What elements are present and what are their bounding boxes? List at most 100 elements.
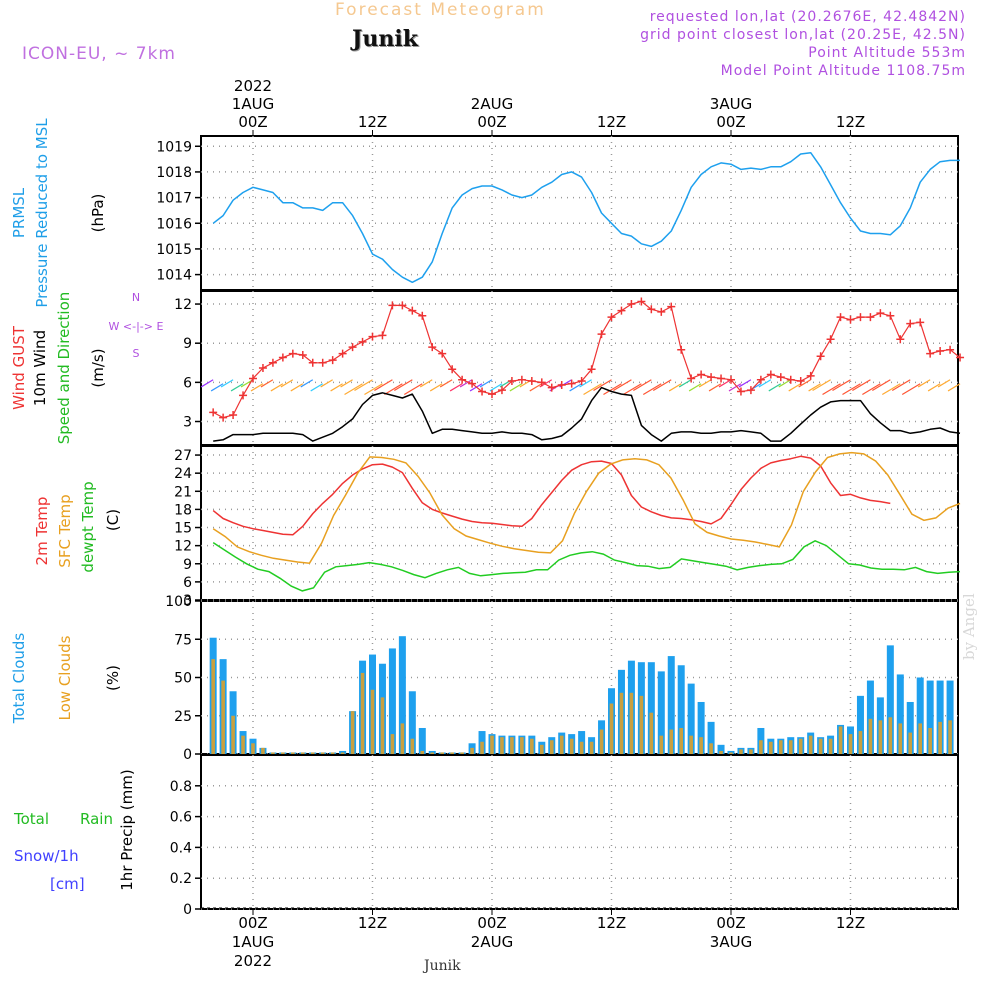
gust-marker [776, 373, 785, 382]
wind-direction-arrow [778, 379, 792, 388]
total-cloud-bar [687, 683, 695, 754]
low-cloud-bar [281, 752, 285, 754]
low-cloud-bar [211, 659, 215, 754]
low-cloud-bar [699, 737, 703, 754]
temp-sfc-label: SFC Temp [56, 494, 74, 567]
rain-label-total: Total [13, 810, 49, 828]
wind-direction-arrow [569, 383, 582, 392]
wind-direction-arrow [708, 383, 722, 392]
rain-label-rain: Rain [80, 810, 113, 828]
low-cloud-bar [390, 734, 395, 754]
gust-marker [209, 408, 218, 417]
gust-marker [368, 332, 377, 341]
low-cloud-bar [759, 740, 763, 754]
total-cloud-bar [906, 701, 914, 754]
low-cloud-bar [798, 738, 803, 754]
low-cloud-bar [769, 741, 773, 754]
wind-direction-arrow [891, 379, 911, 392]
y-tick-label: 3 [183, 593, 192, 609]
low-cloud-bar [569, 738, 574, 754]
chart-title: Forecast Meteogram [335, 0, 546, 20]
y-tick-label: 1015 [156, 242, 192, 258]
gridpoint-coordinates: grid point closest lon,lat (20.25E, 42.5… [640, 27, 966, 43]
gust-marker [497, 386, 506, 395]
y-tick-label: 24 [174, 466, 192, 482]
wind-direction-arrow [340, 379, 353, 388]
low-cloud-bar [500, 737, 504, 754]
gust-marker [328, 356, 337, 365]
total-cloud-bar [408, 691, 416, 754]
wind-direction-arrow [260, 379, 274, 388]
gust-marker [756, 375, 765, 384]
wind-direction-arrow [330, 383, 343, 392]
low-cloud-bar [320, 752, 325, 754]
gust-marker [707, 373, 716, 382]
wind-direction-arrow [439, 379, 453, 388]
wind-direction-arrow [344, 383, 363, 396]
wind-direction-arrow [768, 383, 782, 392]
panel-frame-5 [200, 754, 959, 910]
gust-label: Wind GUST [10, 325, 28, 410]
temp-dewpt-label: dewpt Temp [79, 481, 97, 572]
y-tick-label: 1016 [156, 216, 192, 232]
y-tick-label: 25 [174, 709, 192, 725]
wind-direction-arrow [320, 379, 333, 388]
gust-marker [587, 365, 596, 374]
wind-direction-arrow [220, 379, 234, 388]
gust-marker [886, 311, 895, 320]
y-tick-label: 6 [183, 575, 192, 591]
low-cloud-bar [828, 738, 833, 754]
gust-marker [557, 380, 566, 389]
y-tick-label: 9 [183, 336, 192, 352]
total-cloud-bar [926, 680, 934, 754]
bottom-year-label: 2022 [234, 952, 272, 970]
low-cloud-bar [530, 738, 534, 754]
gust-marker [537, 378, 546, 387]
total-cloud-bar [677, 665, 685, 754]
low-cloud-bar [938, 721, 942, 754]
wind-direction-arrow [788, 383, 802, 392]
low-cloud-bar [838, 726, 843, 754]
gust-marker [697, 370, 706, 379]
wind-direction-arrow [633, 379, 652, 392]
low-cloud-bar [291, 752, 295, 754]
low-cloud-bar [629, 692, 634, 754]
low-clouds-label: Low Clouds [56, 635, 74, 720]
gust-marker [288, 349, 297, 358]
gust-marker [786, 375, 795, 384]
low-cloud-bar [858, 731, 863, 754]
gust-marker [846, 315, 855, 324]
y-tick-label: 50 [174, 671, 192, 687]
wind-speed-line [213, 386, 961, 442]
wind-direction-arrow [583, 383, 602, 396]
y-tick-label: 0.8 [170, 779, 192, 795]
bottom-time-label: 00Z [238, 914, 267, 932]
gust-line [212, 300, 961, 419]
low-cloud-bar [410, 738, 415, 754]
total-cloud-bar [916, 677, 924, 754]
wind-direction-arrow [429, 383, 443, 392]
low-cloud-bar [689, 735, 693, 754]
model-altitude: Model Point Altitude 1108.75m [720, 63, 966, 79]
total-cloud-bar [697, 701, 705, 754]
gust-marker [428, 343, 437, 352]
gust-marker [647, 305, 656, 314]
gust-marker [597, 330, 606, 339]
gust-marker [388, 301, 397, 310]
y-tick-label: 18 [174, 502, 192, 518]
gust-marker [229, 410, 238, 419]
y-tick-label: 27 [174, 448, 192, 464]
wind-direction-arrow [613, 379, 632, 392]
gust-marker [298, 350, 307, 359]
wind-direction-arrow [718, 379, 732, 388]
top-time-label: 12Z [836, 113, 865, 131]
bottom-station-label: Junik [424, 958, 461, 974]
model-label: ICON-EU, ~ 7km [22, 44, 176, 64]
gust-marker [806, 371, 815, 380]
gust-marker [617, 306, 626, 315]
gust-marker [448, 365, 457, 374]
total-cloud-bar [707, 721, 715, 754]
wind-direction-arrow [881, 383, 901, 396]
total-cloud-bar [667, 656, 675, 754]
wind-direction-arrow [210, 383, 224, 392]
